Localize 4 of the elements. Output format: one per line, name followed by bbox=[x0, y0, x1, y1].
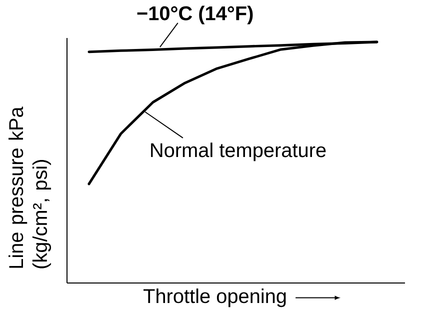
series-label: −10°C (14°F) bbox=[137, 6, 253, 24]
x-axis-title: Throttle opening bbox=[143, 288, 286, 308]
legend-label: Normal temperature bbox=[151, 142, 326, 162]
y-axis-title: Line pressure kPa (kg/cm², psi) bbox=[8, 106, 52, 268]
